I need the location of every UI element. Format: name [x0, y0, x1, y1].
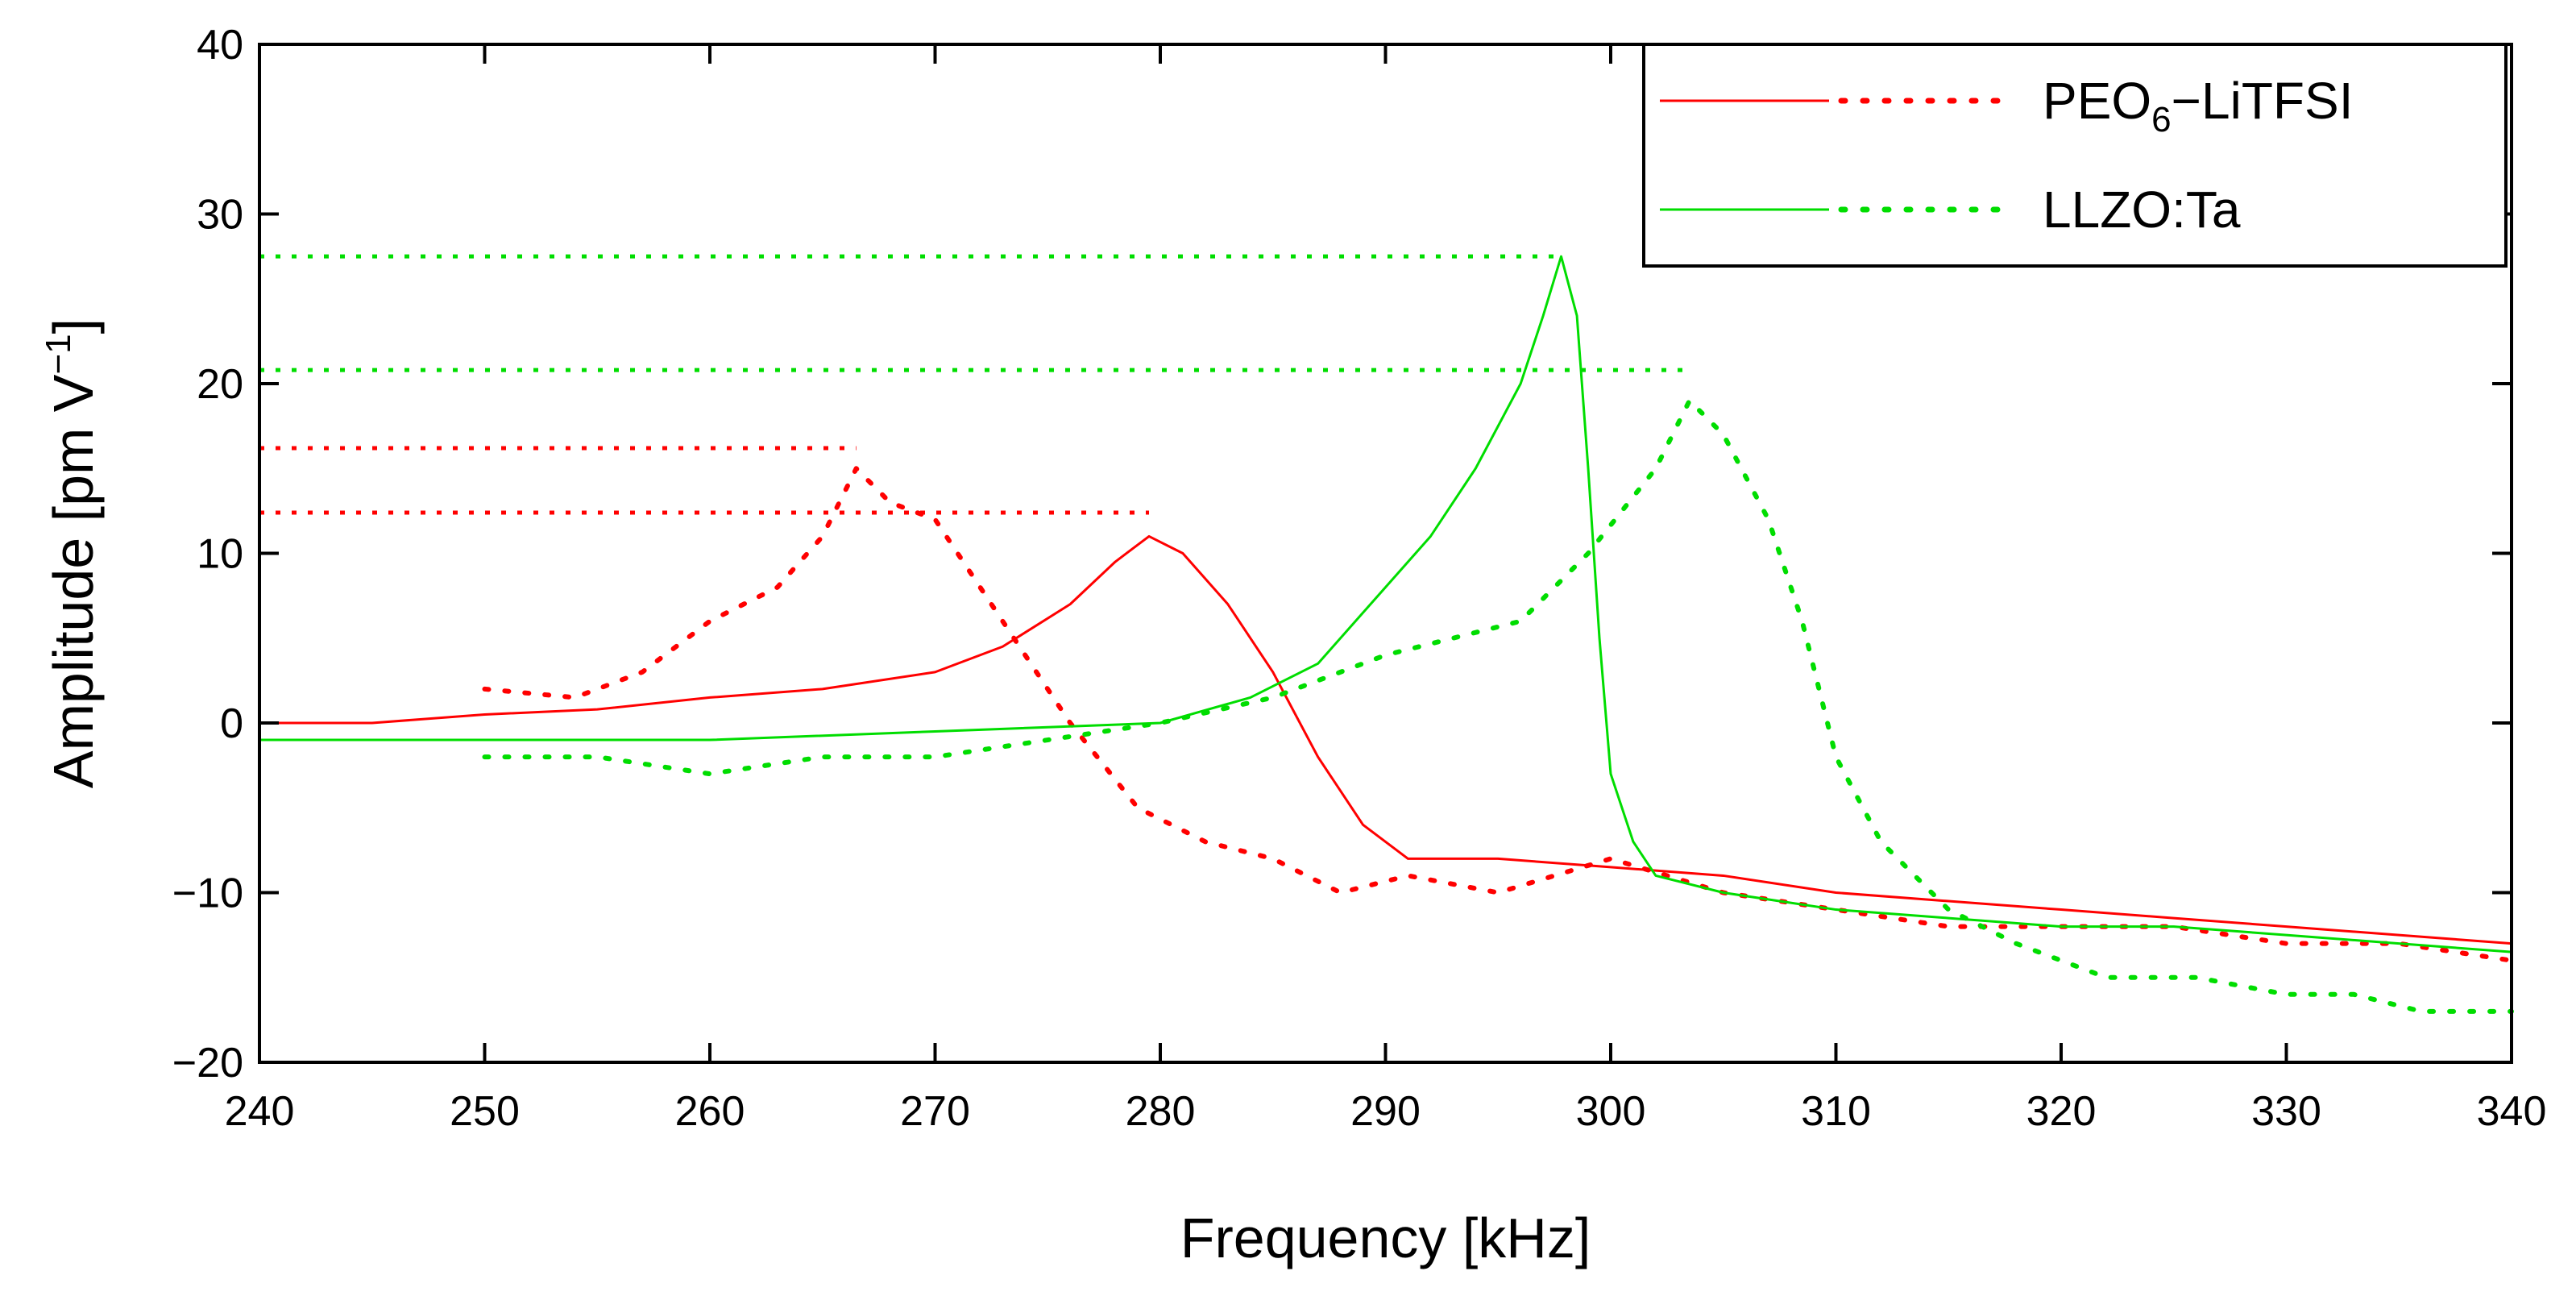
x-tick-label: 280: [1126, 1088, 1196, 1135]
series-line: [259, 255, 2512, 953]
x-tick-label: 340: [2477, 1088, 2547, 1135]
y-tick-label: 40: [197, 22, 243, 69]
y-tick-label: 10: [197, 531, 243, 578]
legend-label: PEO6−LiTFSI: [2043, 72, 2353, 139]
y-tick-label: 30: [197, 192, 243, 239]
y-tick-label: 20: [197, 361, 243, 408]
legend-label: LLZO:Ta: [2043, 181, 2241, 239]
y-tick-label: −20: [172, 1040, 243, 1086]
x-tick-label: 240: [225, 1088, 295, 1135]
x-tick-label: 290: [1350, 1088, 1421, 1135]
y-axis-title-text: Amplitude [pm V: [42, 374, 105, 788]
x-tick-label: 250: [450, 1088, 520, 1135]
x-tick-label: 320: [2026, 1088, 2097, 1135]
series-line: [482, 466, 2514, 963]
y-tick-label: 0: [220, 700, 243, 747]
x-tick-label: 300: [1576, 1088, 1646, 1135]
y-axis-title: Amplitude [pm V−1]: [39, 318, 105, 788]
x-axis-title: Frequency [kHz]: [1180, 1207, 1591, 1269]
x-tick-label: 270: [900, 1088, 970, 1135]
series-line: [259, 534, 2512, 945]
plot-frame: [258, 43, 2513, 1064]
y-tick-label: −10: [172, 870, 243, 917]
x-tick-label: 330: [2251, 1088, 2321, 1135]
series-line: [482, 398, 2514, 1014]
x-tick-label: 310: [1801, 1088, 1871, 1135]
legend: PEO6−LiTFSI LLZO:Ta: [1642, 43, 2508, 268]
x-tick-label: 260: [675, 1088, 745, 1135]
y-axis-title-bracket: ]: [42, 318, 105, 334]
y-axis-title-exponent: −1: [39, 334, 78, 374]
legend-box: [1642, 43, 2508, 268]
